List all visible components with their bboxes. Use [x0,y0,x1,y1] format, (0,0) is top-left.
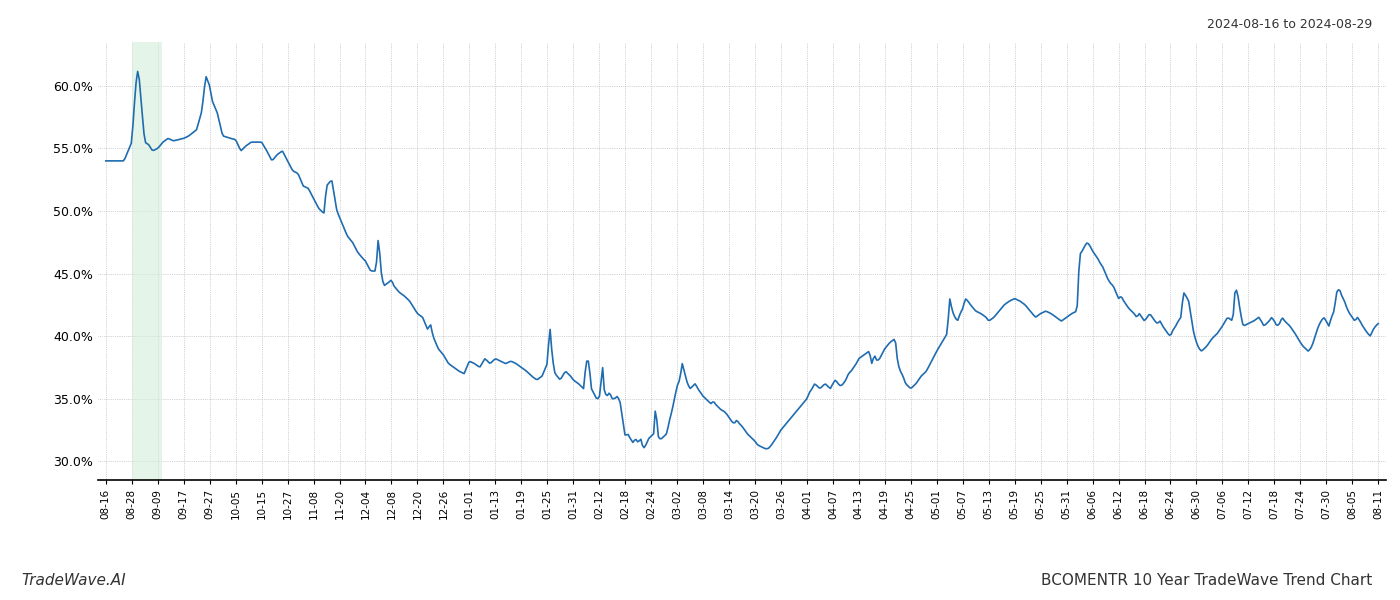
Text: BCOMENTR 10 Year TradeWave Trend Chart: BCOMENTR 10 Year TradeWave Trend Chart [1040,573,1372,588]
Text: 2024-08-16 to 2024-08-29: 2024-08-16 to 2024-08-29 [1207,18,1372,31]
Bar [132,42,161,480]
Text: TradeWave.AI: TradeWave.AI [21,573,126,588]
